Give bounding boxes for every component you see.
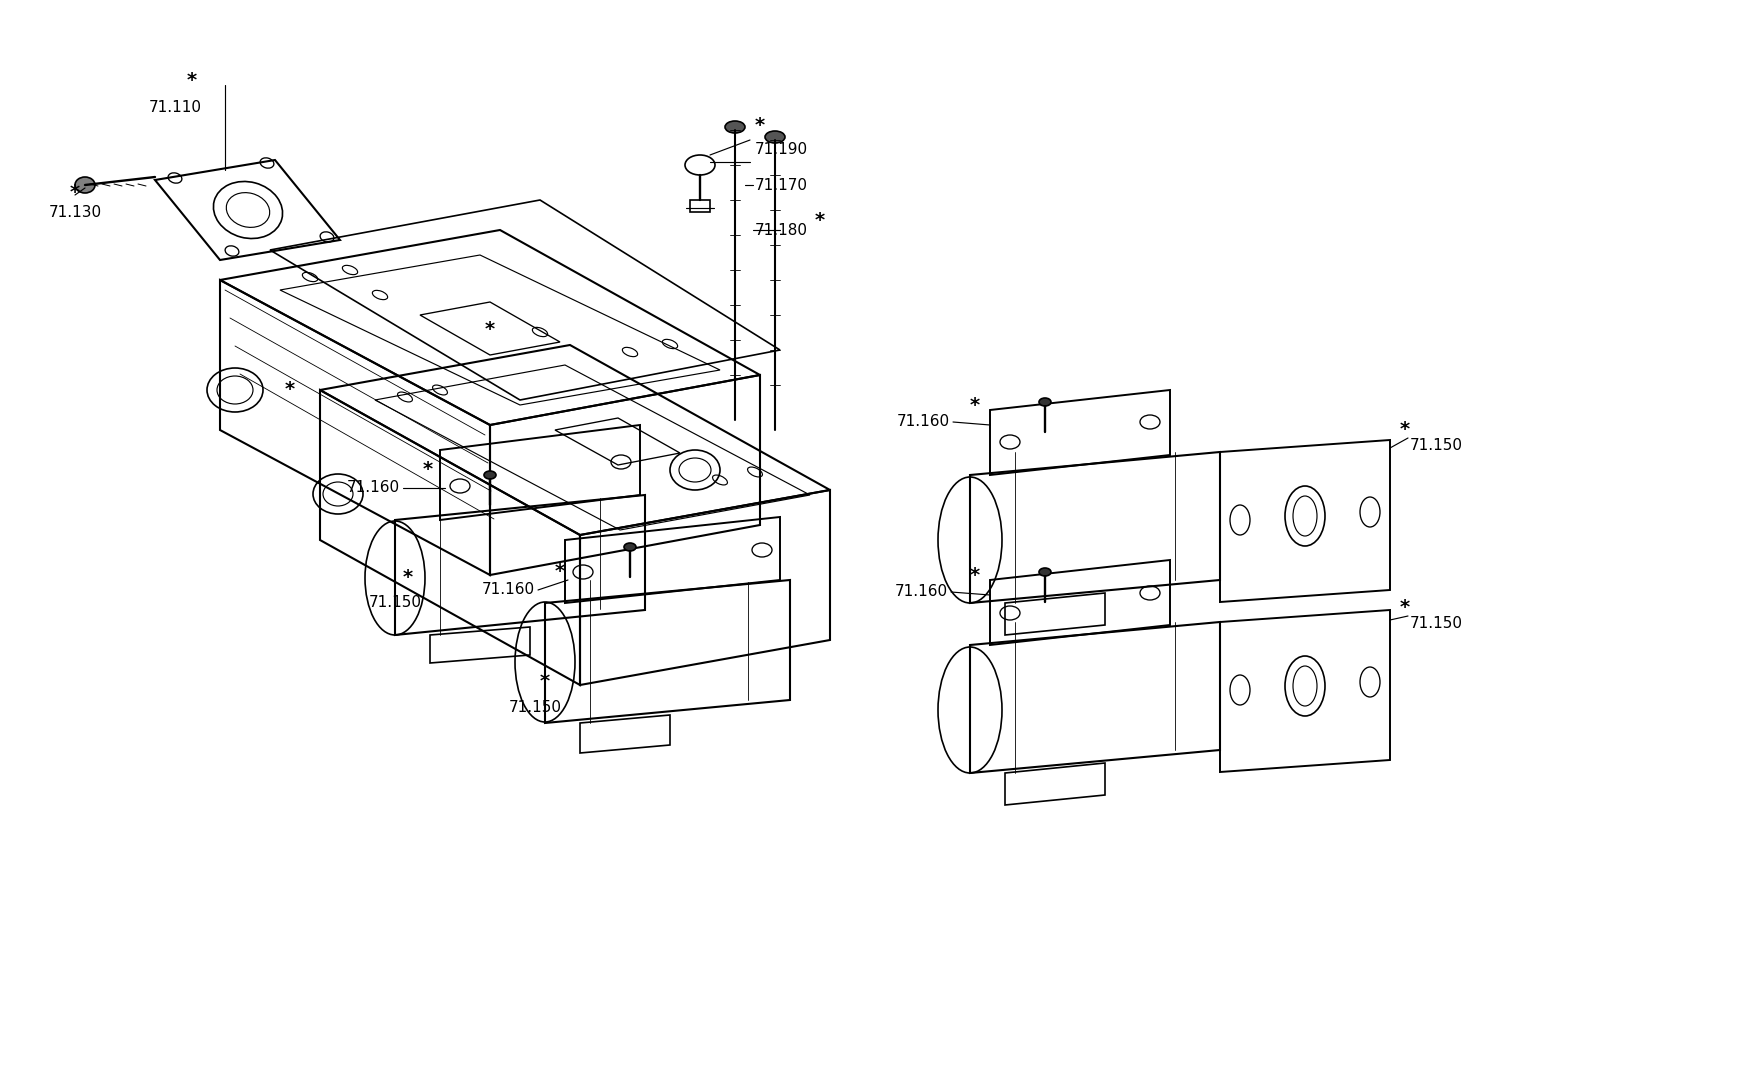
Text: *: * xyxy=(285,381,296,399)
Ellipse shape xyxy=(483,471,496,479)
Text: 71.150: 71.150 xyxy=(508,700,562,715)
Text: *: * xyxy=(403,568,412,587)
Ellipse shape xyxy=(75,177,96,193)
Text: *: * xyxy=(70,183,80,201)
Text: *: * xyxy=(1400,598,1409,617)
Text: *: * xyxy=(1400,421,1409,440)
Text: *: * xyxy=(814,211,824,229)
Text: *: * xyxy=(555,563,565,581)
Ellipse shape xyxy=(1038,568,1050,576)
Ellipse shape xyxy=(624,542,636,551)
Text: *: * xyxy=(485,321,496,339)
Text: *: * xyxy=(539,673,550,691)
Text: *: * xyxy=(423,460,433,479)
Ellipse shape xyxy=(1038,398,1050,406)
Text: 71.150: 71.150 xyxy=(369,595,421,610)
Text: 71.170: 71.170 xyxy=(755,178,807,193)
Text: 71.150: 71.150 xyxy=(1409,438,1462,453)
Text: 71.190: 71.190 xyxy=(755,142,807,157)
Text: 71.180: 71.180 xyxy=(755,223,807,238)
Text: *: * xyxy=(969,396,979,414)
Text: *: * xyxy=(969,566,979,584)
Text: *: * xyxy=(755,116,765,135)
Text: 71.160: 71.160 xyxy=(346,480,400,495)
Text: 71.160: 71.160 xyxy=(896,414,949,429)
Text: 71.130: 71.130 xyxy=(49,205,101,220)
Text: 71.110: 71.110 xyxy=(148,100,202,114)
Ellipse shape xyxy=(765,131,784,143)
Text: 71.160: 71.160 xyxy=(894,584,948,599)
Ellipse shape xyxy=(725,121,744,133)
Text: 71.160: 71.160 xyxy=(482,582,534,597)
Text: 71.150: 71.150 xyxy=(1409,615,1462,630)
Text: *: * xyxy=(186,71,197,90)
Bar xyxy=(690,200,710,212)
